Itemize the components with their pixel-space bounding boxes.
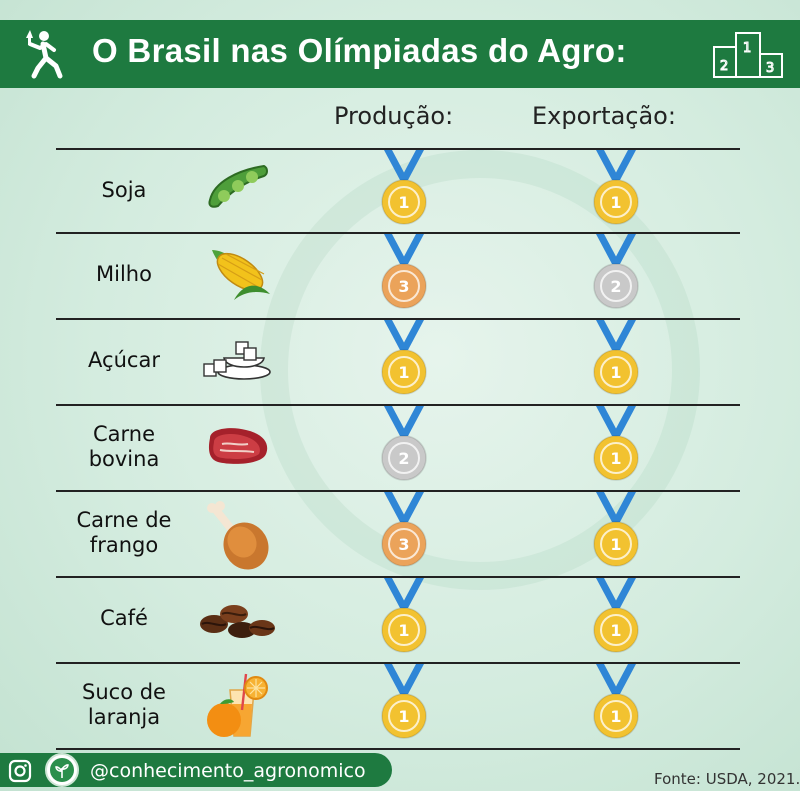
podium-first-number: 1	[743, 41, 751, 56]
production-medal: 1	[378, 320, 430, 400]
row-label: Soja	[56, 178, 192, 203]
medal-place-number: 2	[610, 277, 621, 296]
source-note: Fonte: USDA, 2021.	[654, 770, 800, 788]
export-medal: 2	[590, 234, 642, 314]
podium-third-number: 3	[766, 61, 774, 76]
export-medal: 1	[590, 406, 642, 486]
row-label-line1: Soja	[101, 178, 147, 202]
production-medal: 3	[378, 234, 430, 314]
row-divider	[56, 662, 740, 664]
corn-icon	[204, 242, 274, 310]
export-column-header: Exportação:	[532, 102, 676, 130]
chicken-leg-icon	[204, 500, 274, 578]
row-label-line1: Carne	[92, 422, 156, 446]
row-label-line1: Açúcar	[88, 348, 160, 372]
steak-icon	[204, 424, 274, 472]
medal-place-number: 1	[610, 363, 621, 382]
row-label-line2: bovina	[88, 447, 160, 471]
page-title: O Brasil nas Olímpiadas do Agro:	[92, 32, 627, 69]
instagram-handle[interactable]: @conhecimento_agronomico	[90, 760, 366, 782]
medal-place-number: 2	[398, 449, 409, 468]
row-label: Suco de laranja	[56, 680, 192, 730]
row-divider	[56, 318, 740, 320]
row-divider	[56, 748, 740, 750]
row-label-line1: Milho	[96, 262, 152, 286]
medal-place-number: 1	[610, 449, 621, 468]
brand-logo-icon	[45, 753, 79, 787]
export-medal: 1	[590, 492, 642, 572]
row-label: Carne bovina	[56, 422, 192, 472]
row-label: Café	[56, 606, 192, 631]
production-column-header: Produção:	[334, 102, 454, 130]
medal-place-number: 3	[398, 277, 409, 296]
production-medal: 3	[378, 492, 430, 572]
production-medal: 1	[378, 150, 430, 230]
podium-icon: 1 2 3	[713, 32, 783, 78]
production-medal: 1	[378, 578, 430, 658]
production-medal: 1	[378, 664, 430, 744]
row-label-line2: frango	[89, 533, 159, 557]
medal-place-number: 1	[610, 621, 621, 640]
production-medal: 2	[378, 406, 430, 486]
medal-place-number: 1	[610, 707, 621, 726]
medal-place-number: 1	[398, 707, 409, 726]
row-divider	[56, 232, 740, 234]
row-divider	[56, 404, 740, 406]
medal-place-number: 1	[398, 363, 409, 382]
instagram-icon[interactable]	[8, 759, 32, 783]
podium-second-number: 2	[720, 59, 728, 74]
row-divider	[56, 148, 740, 150]
row-divider	[56, 490, 740, 492]
medal-place-number: 1	[398, 193, 409, 212]
medal-place-number: 1	[610, 535, 621, 554]
export-medal: 1	[590, 664, 642, 744]
row-label-line1: Suco de	[82, 680, 166, 704]
row-label: Carne de frango	[56, 508, 192, 558]
row-label: Açúcar	[56, 348, 192, 373]
row-label: Milho	[56, 262, 192, 287]
export-medal: 1	[590, 578, 642, 658]
orange-juice-icon	[202, 670, 272, 746]
row-label-line1: Café	[100, 606, 148, 630]
row-label-line1: Carne de	[76, 508, 172, 532]
medal-place-number: 1	[610, 193, 621, 212]
torch-runner-icon	[26, 30, 63, 79]
sugar-cubes-icon	[202, 334, 272, 388]
header-banner: O Brasil nas Olímpiadas do Agro: 1 2 3	[0, 20, 800, 88]
row-label-line2: laranja	[87, 705, 161, 729]
row-divider	[56, 576, 740, 578]
coffee-beans-icon	[198, 600, 278, 644]
medal-place-number: 3	[398, 535, 409, 554]
medal-place-number: 1	[398, 621, 409, 640]
soybean-pod-icon	[204, 160, 274, 214]
export-medal: 1	[590, 150, 642, 230]
export-medal: 1	[590, 320, 642, 400]
